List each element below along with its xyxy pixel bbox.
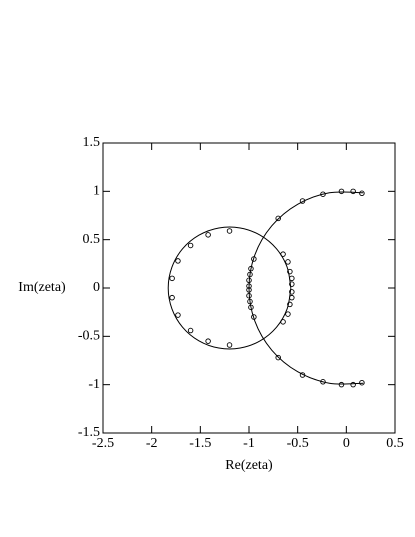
data-point [187, 327, 194, 334]
data-point [275, 354, 281, 361]
data-point [280, 251, 286, 257]
data-point [275, 215, 281, 222]
data-point [299, 372, 306, 378]
data-point [247, 298, 253, 305]
data-point [338, 381, 345, 388]
x-tick-label: 0 [343, 436, 350, 451]
x-tick-label: -1 [243, 436, 255, 451]
data-point [289, 294, 295, 301]
x-axis-label: Re(zeta) [225, 458, 273, 473]
data-point [246, 287, 252, 293]
curve [167, 226, 292, 350]
y-tick-label: 0.5 [83, 232, 101, 247]
data-point [320, 191, 326, 197]
y-tick-label: 1.5 [83, 135, 101, 150]
data-point [246, 283, 252, 289]
data-point [248, 304, 254, 311]
data-point [287, 301, 293, 308]
data-point [251, 314, 257, 320]
x-tick-label: -1.5 [189, 436, 211, 451]
data-point [205, 232, 211, 238]
data-point [289, 275, 295, 282]
data-point [287, 268, 293, 275]
x-tick-label: -0.5 [287, 436, 309, 451]
data-point [280, 319, 286, 325]
data-point [338, 188, 345, 195]
data-point [175, 258, 181, 264]
data-point [247, 271, 253, 278]
data-point [226, 228, 233, 234]
data-point [205, 338, 211, 344]
data-point [289, 289, 295, 295]
data-point [350, 188, 356, 195]
data-point [169, 275, 175, 282]
data-point [285, 259, 291, 265]
data-point [299, 198, 306, 204]
y-axis-label: Im(zeta) [18, 280, 66, 295]
x-tick-label: -2 [146, 436, 158, 451]
data-point [320, 379, 326, 385]
data-point [359, 190, 365, 197]
y-tick-label: -0.5 [78, 329, 100, 344]
data-point [187, 242, 194, 249]
x-tick-label: 0.5 [386, 436, 404, 451]
data-point [350, 381, 356, 388]
data-point [289, 281, 295, 287]
data-point [246, 292, 252, 299]
data-point [175, 312, 181, 318]
y-tick-label: -1.5 [78, 425, 100, 440]
data-point [285, 311, 291, 317]
y-tick-label: 0 [93, 280, 100, 295]
y-tick-label: -1 [88, 377, 100, 392]
curve [248, 191, 364, 385]
data-point [251, 256, 257, 262]
data-point [248, 265, 254, 272]
data-point [169, 294, 175, 301]
x-tick-label: -2.5 [92, 436, 114, 451]
data-point [226, 342, 233, 348]
data-point [359, 379, 365, 386]
data-point [246, 277, 252, 284]
y-tick-label: 1 [93, 184, 100, 199]
